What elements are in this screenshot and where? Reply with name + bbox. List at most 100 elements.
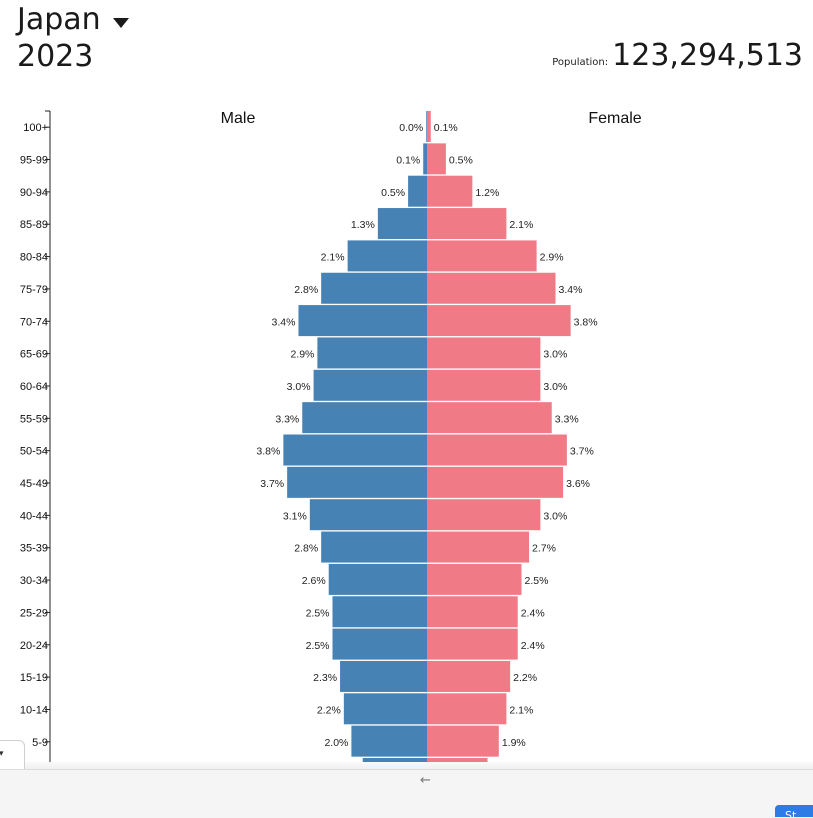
male-value-label: 2.8%	[294, 543, 318, 555]
male-value-label: 3.7%	[260, 478, 284, 490]
female-value-label: 1.2%	[475, 187, 499, 199]
male-value-label: 0.1%	[396, 155, 420, 167]
female-bar	[427, 434, 567, 466]
female-value-label: 2.1%	[509, 704, 533, 716]
age-tick-label: 75-79	[20, 284, 48, 296]
female-bar	[427, 499, 541, 531]
age-tick-label: 60-64	[20, 381, 48, 393]
age-tick-label: 40-44	[20, 510, 48, 522]
age-tick-label: 90-94	[20, 187, 48, 199]
country-selector[interactable]: Japan	[17, 2, 129, 37]
male-bar	[287, 466, 427, 498]
age-tick-label: 35-39	[20, 543, 48, 555]
scroll-shadow	[0, 762, 813, 770]
female-bar	[427, 531, 530, 563]
male-bar	[377, 208, 427, 240]
female-value-label: 3.4%	[559, 284, 583, 296]
female-value-label: 0.1%	[434, 122, 458, 134]
female-value-label: 2.7%	[532, 543, 556, 555]
male-bar	[321, 272, 427, 304]
female-bar	[427, 693, 507, 725]
male-bar	[351, 725, 427, 757]
male-label: Male	[221, 110, 256, 127]
population-readout: Population: 123,294,513	[552, 38, 803, 73]
male-bar	[332, 596, 427, 628]
female-bar	[427, 628, 518, 660]
age-tick-label: 85-89	[20, 219, 48, 231]
female-bar	[427, 758, 488, 765]
male-bar	[309, 499, 427, 531]
male-bar	[283, 434, 427, 466]
female-value-label: 0.5%	[449, 155, 473, 167]
age-tick-label: 100+	[23, 122, 48, 134]
female-bar	[427, 240, 537, 272]
female-bar	[427, 175, 473, 207]
male-bar	[317, 337, 427, 369]
female-bar	[427, 305, 571, 337]
male-bar	[362, 758, 427, 765]
female-value-label: 2.4%	[521, 607, 545, 619]
age-tick-label: 25-29	[20, 607, 48, 619]
caret-icon[interactable]: ▾	[0, 749, 4, 759]
female-bar	[427, 369, 541, 401]
age-tick-label: 20-24	[20, 640, 48, 652]
female-value-label: 2.1%	[509, 219, 533, 231]
male-value-label: 3.1%	[283, 510, 307, 522]
age-tick-label: 55-59	[20, 413, 48, 425]
male-value-label: 3.3%	[275, 413, 299, 425]
population-pyramid-chart: Male Female 0.0% 0.1% 100+ 0.1% 0.5% 95-99 0.5% 1…	[20, 110, 642, 765]
caret-down-icon[interactable]	[112, 17, 129, 28]
arrow-left-icon[interactable]: ←	[420, 773, 431, 788]
male-bar	[321, 531, 427, 563]
female-value-label: 2.4%	[521, 640, 545, 652]
country-name[interactable]: Japan	[17, 2, 101, 37]
male-value-label: 1.3%	[351, 219, 375, 231]
male-bar	[343, 693, 427, 725]
population-value: 123,294,513	[612, 38, 803, 73]
male-value-label: 2.8%	[294, 284, 318, 296]
female-value-label: 3.0%	[543, 349, 567, 361]
male-value-label: 0.5%	[381, 187, 405, 199]
male-value-label: 2.3%	[313, 672, 337, 684]
age-tick-label: 50-54	[20, 446, 48, 458]
female-bar	[427, 563, 522, 595]
male-bar	[302, 402, 427, 434]
female-bar	[427, 402, 552, 434]
female-value-label: 3.3%	[555, 413, 579, 425]
male-value-label: 2.0%	[324, 737, 348, 749]
female-bar	[427, 337, 541, 369]
age-tick-label: 5-9	[32, 737, 48, 749]
female-bar	[427, 660, 511, 692]
male-value-label: 3.4%	[272, 316, 296, 328]
female-bar	[427, 272, 556, 304]
female-bar	[427, 596, 518, 628]
female-bar	[427, 725, 499, 757]
male-value-label: 0.0%	[399, 122, 423, 134]
age-tick-label: 15-19	[20, 672, 48, 684]
female-bar	[427, 208, 507, 240]
female-value-label: 3.0%	[543, 510, 567, 522]
male-bar	[347, 240, 427, 272]
male-value-label: 2.9%	[290, 349, 314, 361]
male-bar	[408, 175, 427, 207]
male-value-label: 3.8%	[256, 446, 280, 458]
male-value-label: 2.5%	[306, 640, 330, 652]
male-bar	[332, 628, 427, 660]
age-tick-label: 65-69	[20, 349, 48, 361]
side-tab[interactable]: ▾	[0, 740, 25, 770]
female-value-label: 2.9%	[540, 252, 564, 264]
female-value-label: 1.9%	[502, 737, 526, 749]
male-bar	[423, 143, 427, 175]
age-tick-label: 95-99	[20, 155, 48, 167]
bottom-bar: ←	[0, 769, 813, 818]
male-bar	[313, 369, 427, 401]
female-label: Female	[588, 110, 641, 127]
male-bar	[426, 111, 427, 142]
corner-button[interactable]: St	[775, 805, 813, 817]
age-tick-label: 80-84	[20, 252, 48, 264]
female-value-label: 3.8%	[574, 316, 598, 328]
age-tick-label: 45-49	[20, 478, 48, 490]
female-bar	[427, 143, 446, 175]
age-tick-label: 70-74	[20, 316, 48, 328]
female-value-label: 3.6%	[566, 478, 590, 490]
